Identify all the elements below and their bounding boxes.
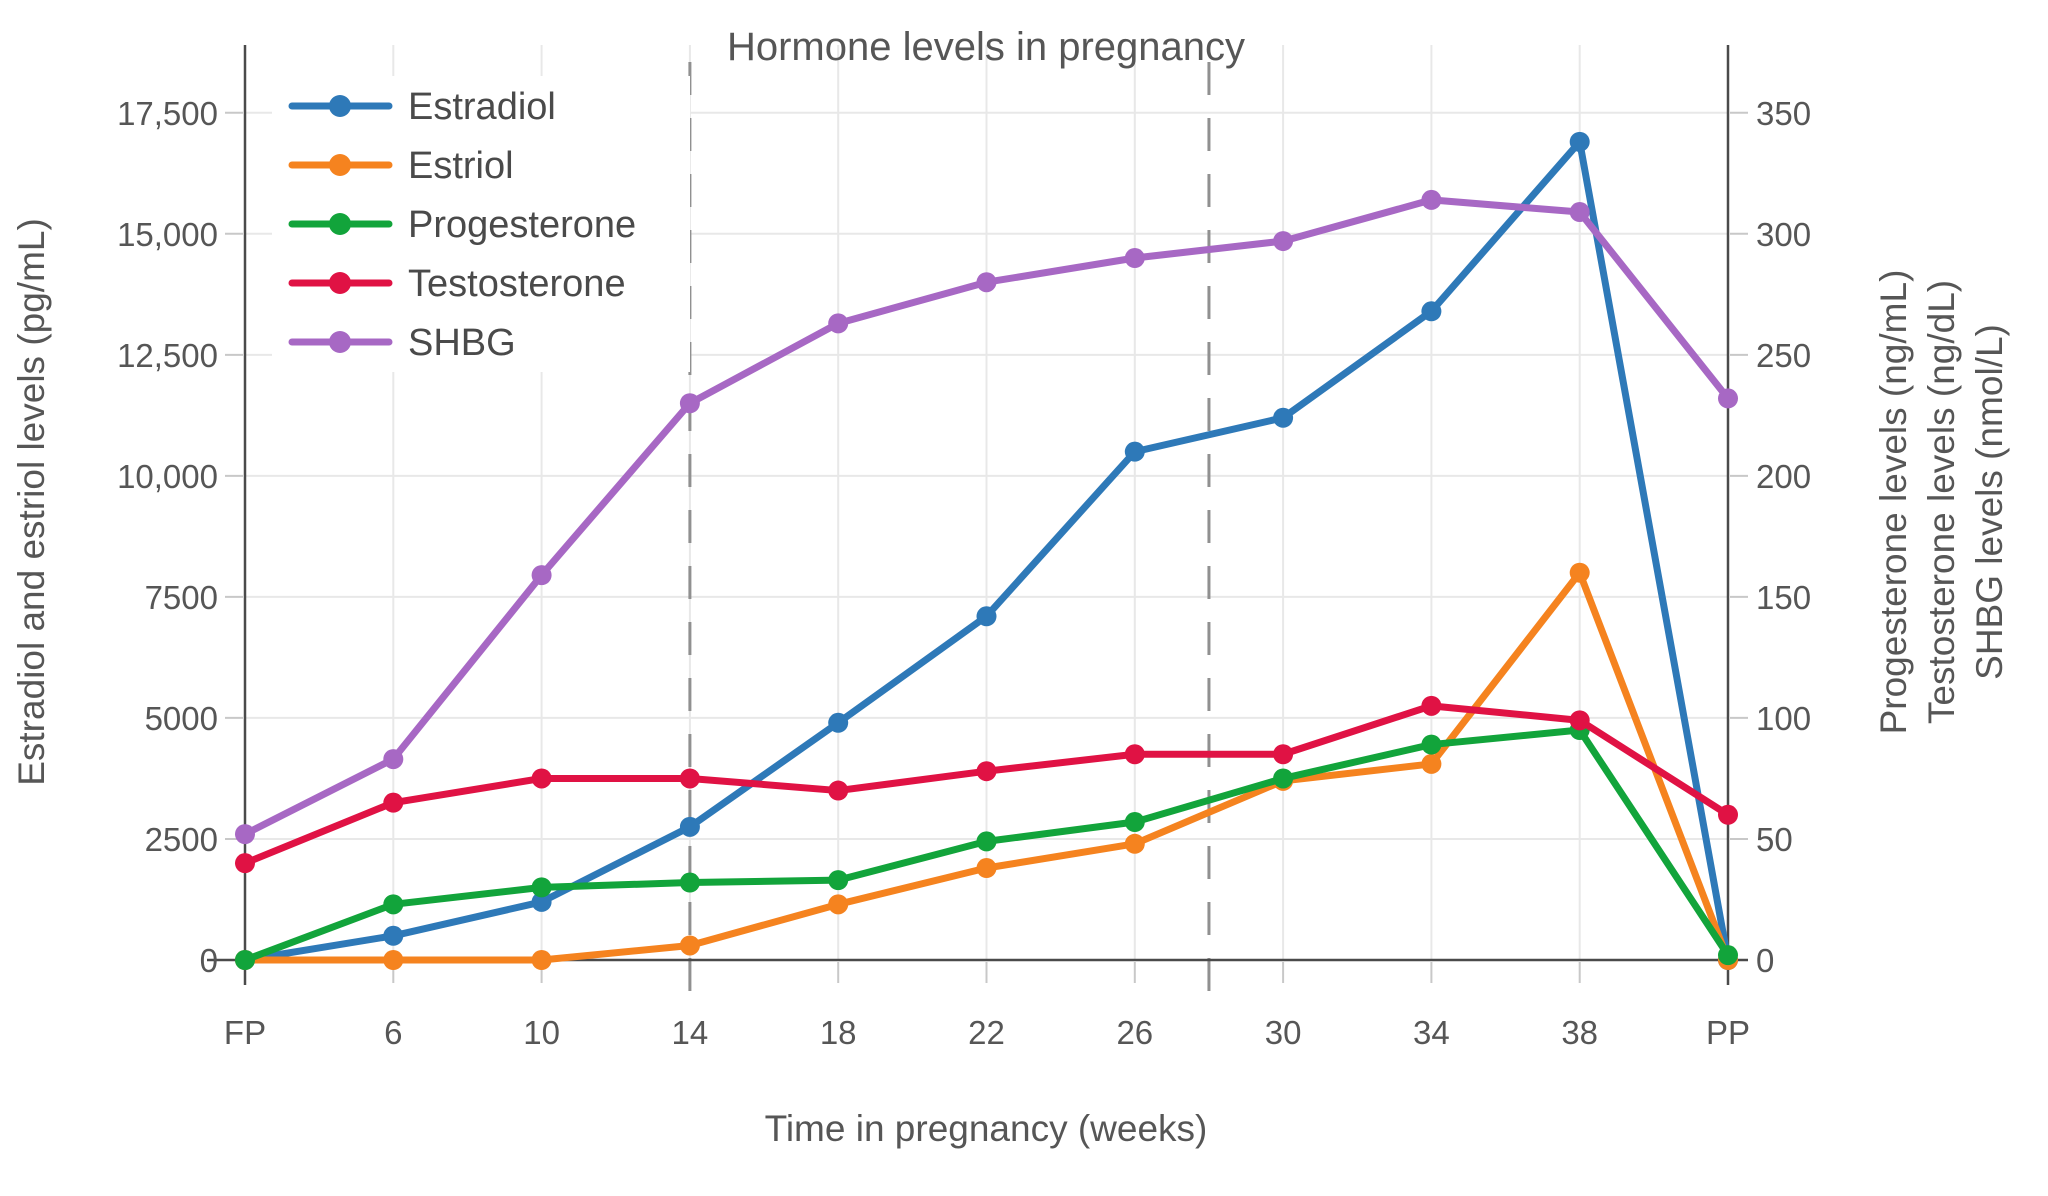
- series-testosterone-point: [1124, 744, 1145, 765]
- y-right-tick-label: 250: [1756, 337, 1811, 374]
- legend-swatch-dot: [329, 95, 351, 117]
- series-testosterone-point: [679, 768, 700, 789]
- series-testosterone-point: [828, 780, 849, 801]
- series-testosterone-point: [1569, 710, 1590, 731]
- x-tick-label: 26: [1116, 1014, 1153, 1051]
- legend-item-label: Estradiol: [408, 86, 556, 128]
- x-tick-label: 34: [1413, 1014, 1450, 1051]
- series-testosterone-point: [1273, 744, 1294, 765]
- series-estriol-point: [383, 950, 404, 970]
- y-left-tick-label: 10,000: [117, 458, 218, 495]
- x-tick-label: 6: [384, 1014, 402, 1051]
- series-testosterone-point: [1421, 695, 1442, 716]
- y-right-axis-title-progesterone: Progesterone levels (ng/mL): [1873, 270, 1914, 735]
- y-left-tick-label: 17,500: [117, 95, 218, 132]
- x-tick-label: 10: [523, 1014, 560, 1051]
- y-left-tick-label: 7500: [145, 579, 218, 616]
- legend-item-estradiol[interactable]: Estradiol: [288, 86, 556, 128]
- series-estradiol-point: [679, 816, 700, 837]
- series-estriol-point: [679, 935, 700, 956]
- series-estradiol-point: [1569, 131, 1590, 152]
- x-tick-label: 38: [1561, 1014, 1598, 1051]
- series-estriol-point: [976, 858, 997, 879]
- y-right-axis-title-shbg: SHBG levels (nmol/L): [1969, 324, 2010, 680]
- series-shbg-point: [976, 272, 997, 293]
- y-right-tick-label: 50: [1756, 821, 1793, 858]
- series-shbg-point: [828, 313, 849, 334]
- legend-item-label: Progesterone: [408, 204, 636, 246]
- series-progesterone-point: [828, 870, 849, 891]
- series-estradiol-point: [1124, 441, 1145, 462]
- y-left-tick-label: 12,500: [117, 337, 218, 374]
- series-progesterone-point: [1273, 768, 1294, 789]
- series-shbg-point: [1569, 202, 1590, 223]
- series-testosterone-point: [531, 768, 552, 789]
- x-tick-label: PP: [1706, 1014, 1750, 1051]
- legend-item-label: SHBG: [408, 322, 516, 364]
- series-estriol-point: [531, 950, 552, 970]
- chart-title: Hormone levels in pregnancy: [727, 25, 1245, 69]
- series-progesterone-point: [531, 877, 552, 898]
- y-right-tick-label: 300: [1756, 216, 1811, 253]
- series-shbg-point: [1124, 248, 1145, 269]
- series-progesterone-point: [383, 894, 404, 915]
- y-right-tick-label: 200: [1756, 458, 1811, 495]
- series-testosterone-point: [1718, 804, 1738, 825]
- series-testosterone-point: [383, 792, 404, 813]
- series-estriol-point: [1421, 753, 1442, 774]
- legend-item-shbg[interactable]: SHBG: [288, 322, 516, 364]
- series-progesterone-point: [235, 950, 255, 970]
- series-progesterone-point: [976, 831, 997, 852]
- y-right-tick-label: 150: [1756, 579, 1811, 616]
- legend-swatch-dot: [329, 272, 351, 294]
- legend-item-estriol[interactable]: Estriol: [288, 145, 514, 187]
- series-estradiol-point: [1421, 301, 1442, 322]
- y-left-tick-label: 15,000: [117, 216, 218, 253]
- y-left-tick-label: 0: [200, 942, 218, 979]
- series-estradiol-point: [1273, 407, 1294, 428]
- legend-swatch-dot: [329, 213, 351, 235]
- series-estradiol-point: [976, 606, 997, 627]
- series-shbg-point: [1273, 231, 1294, 252]
- series-estriol-point: [1124, 833, 1145, 854]
- legend-item-label: Estriol: [408, 145, 514, 187]
- legend-item-label: Testosterone: [408, 263, 626, 305]
- series-estradiol-point: [383, 925, 404, 946]
- series-progesterone-point: [1124, 812, 1145, 833]
- legend-swatch-dot: [329, 154, 351, 176]
- series-shbg-point: [235, 824, 255, 845]
- x-tick-label: 22: [968, 1014, 1005, 1051]
- series-progesterone-point: [1421, 734, 1442, 755]
- legend-item-testosterone[interactable]: Testosterone: [288, 263, 626, 305]
- y-right-tick-label: 350: [1756, 95, 1811, 132]
- series-estradiol-point: [828, 712, 849, 733]
- y-left-axis-title: Estradiol and estriol levels (pg/mL): [11, 218, 52, 786]
- series-shbg-point: [531, 565, 552, 586]
- y-right-tick-label: 0: [1756, 942, 1774, 979]
- series-shbg-point: [679, 393, 700, 414]
- y-left-tick-label: 2500: [145, 821, 218, 858]
- series-shbg-point: [383, 749, 404, 770]
- x-tick-label: 14: [672, 1014, 709, 1051]
- x-tick-label: FP: [224, 1014, 266, 1051]
- series-testosterone-point: [235, 853, 255, 874]
- series-progesterone-point: [679, 872, 700, 893]
- series-estradiol-point: [531, 891, 552, 912]
- y-right-tick-label: 100: [1756, 700, 1811, 737]
- x-tick-label: 30: [1265, 1014, 1302, 1051]
- legend-item-progesterone[interactable]: Progesterone: [288, 204, 636, 246]
- series-shbg-point: [1718, 388, 1738, 409]
- series-progesterone-point: [1718, 945, 1738, 966]
- series-estriol-point: [1569, 562, 1590, 583]
- legend-swatch-dot: [329, 331, 351, 353]
- y-right-axis-title-testosterone: Testosterone levels (ng/dL): [1921, 280, 1962, 724]
- series-testosterone-point: [976, 761, 997, 782]
- x-tick-label: 18: [820, 1014, 857, 1051]
- series-estriol-point: [828, 894, 849, 915]
- series-shbg-point: [1421, 189, 1442, 210]
- x-axis-title: Time in pregnancy (weeks): [765, 1108, 1208, 1149]
- y-left-tick-label: 5000: [145, 700, 218, 737]
